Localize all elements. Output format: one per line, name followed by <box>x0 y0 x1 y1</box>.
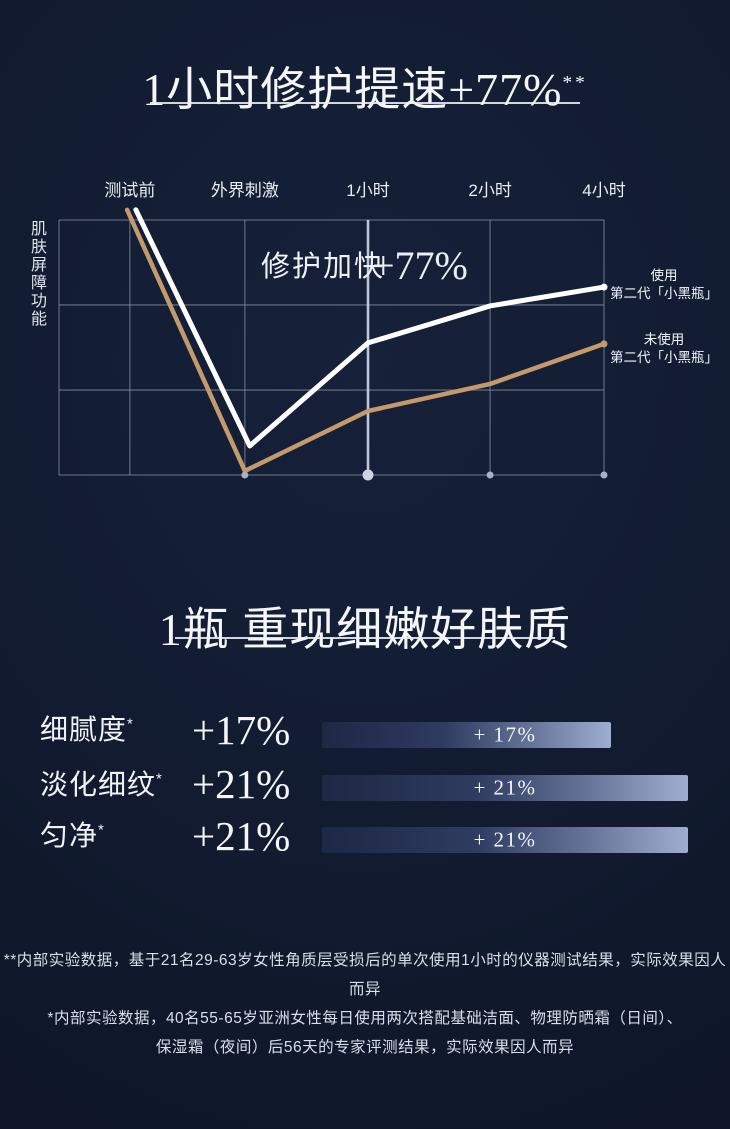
x-tick-label: 1小时 <box>346 181 389 200</box>
metric-bar: + 21% <box>322 775 688 801</box>
axis-dot-small <box>600 471 608 479</box>
chart-annotation-value: +77% <box>372 243 468 288</box>
y-axis-label-char: 肤 <box>30 239 47 256</box>
section-title-underline <box>175 637 555 639</box>
section-title: 1瓶 重现细嫩好肤质 <box>158 604 572 656</box>
y-axis-label-char: 屏 <box>30 257 47 274</box>
metric-footnote-mark: * <box>98 821 105 839</box>
axis-dot-large <box>362 469 374 481</box>
metric-value: +17% <box>192 707 291 753</box>
footnotes: **内部实验数据，基于21名29-63岁女性角质层受损后的单次使用1小时的仪器测… <box>0 946 730 1062</box>
page-title-footnote-mark: ** <box>562 72 588 94</box>
metric-bar: + 21% <box>322 827 688 853</box>
page-title: 1小时修护提速+77%** <box>0 64 730 117</box>
chart-annotation-label: 修护加快 <box>261 251 386 283</box>
y-axis-label-char: 肌 <box>30 221 47 238</box>
y-axis-label-char: 能 <box>30 311 47 328</box>
metric-label: 细腻度* <box>40 716 134 744</box>
metric-value: +21% <box>192 761 291 807</box>
series-end-dot <box>600 340 608 348</box>
metric-bar-text: + 17% <box>473 722 537 747</box>
metric-footnote-mark: * <box>156 770 163 788</box>
title-underline <box>150 102 580 104</box>
metric-label-text: 淡化细纹 <box>40 769 157 800</box>
y-axis-label-char: 障 <box>30 275 47 292</box>
footnote-line: *内部实验数据，40名55-65岁亚洲女性每日使用两次搭配基础洁面、物理防晒霜（… <box>47 1010 683 1027</box>
y-axis-label: 肌肤屏障功能 <box>29 222 49 328</box>
metric-label: 淡化细纹* <box>40 771 163 799</box>
legend-used-series: 使用 第二代「小黑瓶」 <box>610 268 718 301</box>
x-tick-label: 外界刺激 <box>211 181 279 200</box>
axis-dot-small <box>241 471 249 479</box>
footnote-line: 保湿霜（夜间）后56天的专家评测结果，实际效果因人而异 <box>155 1039 575 1056</box>
metric-bar: + 17% <box>322 722 611 748</box>
footnote-line: **内部实验数据，基于21名29-63岁女性角质层受损后的单次使用1小时的仪器测… <box>3 952 727 998</box>
legend-not-used-series: 未使用 第二代「小黑瓶」 <box>610 332 718 365</box>
metric-value: +21% <box>192 813 291 859</box>
axis-dot-small <box>486 471 494 479</box>
chart-canvas: 测试前 外界刺激 1小时 2小时 4小时 <box>58 181 626 481</box>
metric-bar-text: + 21% <box>473 827 537 852</box>
series-line-used <box>133 207 607 449</box>
x-tick-label: 2小时 <box>468 181 511 200</box>
page-title-text: 1小时修护提速+77% <box>142 63 563 115</box>
metric-bar-text: + 21% <box>473 775 537 800</box>
metric-label-text: 匀净 <box>40 820 99 851</box>
y-axis-label-char: 功 <box>30 293 47 310</box>
metric-footnote-mark: * <box>127 715 134 733</box>
barrier-repair-chart: 测试前 外界刺激 1小时 2小时 4小时 肌肤屏障功能 修护加快 +77% 使用 第二代… <box>0 160 730 505</box>
x-tick-label: 测试前 <box>104 181 155 200</box>
metric-label: 匀净* <box>40 822 105 850</box>
series-end-dot <box>600 283 608 291</box>
series-line-not-used <box>124 207 607 474</box>
x-tick-label: 4小时 <box>582 181 625 200</box>
metric-label-text: 细腻度 <box>40 714 128 745</box>
